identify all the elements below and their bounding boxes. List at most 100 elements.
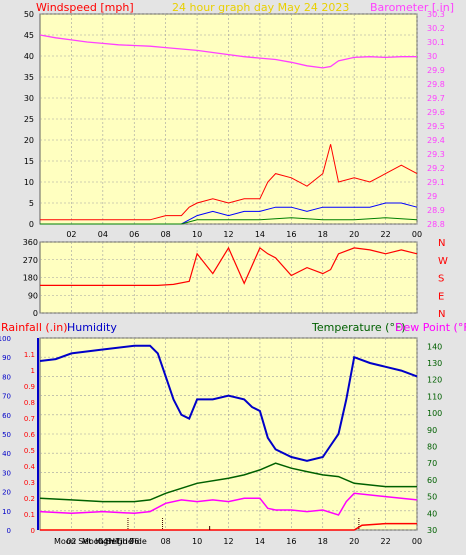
baro-tick-label: 28.9: [427, 206, 445, 215]
wind-tick-label: 45: [24, 31, 34, 40]
wind-tick-label: 15: [24, 157, 34, 166]
rain-tick-label: 1: [31, 367, 35, 375]
wind-direction-line: [40, 246, 418, 286]
rain-tick-label: 0.3: [24, 479, 35, 487]
baro-tick-label: 29.4: [427, 136, 445, 145]
time-tick-label: 02: [66, 230, 76, 239]
humidity-tick-label: 50: [2, 431, 11, 439]
humidity-tick-label: 20: [2, 489, 11, 497]
temperature-tick-label: 40: [427, 509, 437, 518]
time-tick-label: 16: [286, 537, 296, 546]
high-tide-label: High Tide: [95, 537, 133, 546]
rainfall-line: [40, 522, 417, 531]
rain-tick-label: 0.4: [24, 463, 36, 471]
wind-gust-line: [40, 144, 418, 221]
rain-tick-label: 0.9: [24, 383, 35, 391]
barometer-axis-label: Barometer [.in]: [370, 1, 454, 14]
rain-tick-label: 0.2: [24, 495, 35, 503]
wind-average-line: [40, 202, 418, 225]
temperature-tick-label: 140: [427, 342, 442, 351]
time-tick-label: 04: [98, 230, 108, 239]
time-tick-label: 16: [286, 230, 296, 239]
direction-tick-label: 270: [23, 256, 38, 265]
temperature-tick-label: 70: [427, 459, 437, 468]
rain-tick-label: 0.1: [24, 511, 35, 519]
humidity-tick-label: 10: [2, 508, 11, 516]
baro-tick-label: 29.6: [427, 108, 445, 117]
time-tick-label: 10: [192, 230, 202, 239]
humidity-tick-label: 40: [2, 450, 11, 458]
baro-tick-label: 29.8: [427, 80, 445, 89]
wind-tick-label: 5: [29, 199, 34, 208]
rainfall-axis-label: Rainfall (.in): [1, 321, 68, 334]
time-tick-label: 18: [318, 537, 328, 546]
baro-tick-label: 28.8: [427, 220, 445, 229]
series-lines: [37, 34, 418, 531]
baro-tick-label: 30.2: [427, 24, 445, 33]
time-tick-label: 18: [318, 230, 328, 239]
windspeed-axis-label: Windspeed [mph]: [36, 1, 134, 14]
direction-tick-label: 90: [28, 291, 38, 300]
humidity-tick-label: 100: [0, 335, 11, 343]
rain-tick-label: 0.6: [24, 431, 36, 439]
time-tick-label: 12: [223, 230, 233, 239]
baro-tick-label: 29.7: [427, 94, 445, 103]
baro-tick-label: 30: [427, 52, 437, 61]
time-tick-label: 00: [412, 230, 422, 239]
dewpoint-axis-label: Dew Point (°F): [395, 321, 466, 334]
time-tick-label: 10: [192, 537, 202, 546]
rain-tick-label: 0.5: [24, 447, 35, 455]
compass-label: E: [438, 291, 444, 302]
baro-tick-label: 29: [427, 192, 437, 201]
humidity-axis-label: Humidity: [67, 321, 117, 334]
wind-tick-label: 10: [24, 178, 34, 187]
humidity-tick-label: 70: [2, 393, 11, 401]
compass-label: N: [438, 238, 445, 249]
wind-tick-label: 35: [24, 73, 34, 82]
humidity-tick-label: 30: [2, 469, 11, 477]
baro-tick-label: 29.1: [427, 178, 445, 187]
time-tick-label: 12: [223, 537, 233, 546]
humidity-line: [39, 344, 418, 462]
time-tick-label: 06: [129, 230, 139, 239]
wind-tick-label: 40: [24, 52, 34, 61]
humidity-tick-label: 90: [2, 354, 11, 362]
wind-low-line: [40, 217, 418, 225]
time-tick-label: 06: [129, 537, 139, 546]
high-tide-label-2: High Tide: [109, 537, 147, 546]
baro-tick-label: 29.2: [427, 164, 445, 173]
barometer-line: [39, 34, 417, 69]
rain-tick-label: 0: [31, 527, 35, 535]
time-tick-label: 04: [98, 537, 108, 546]
rain-tick-label: 0.7: [24, 415, 35, 423]
temperature-axis-label: Temperature (°F): [311, 321, 406, 334]
direction-tick-label: 180: [23, 274, 38, 283]
wind-tick-label: 50: [24, 10, 34, 19]
temperature-tick-label: 130: [427, 359, 442, 368]
time-tick-label: 08: [161, 537, 171, 546]
moon-set-label-2: Moon Set: [82, 537, 119, 546]
wind-tick-label: 20: [24, 136, 34, 145]
baro-tick-label: 30.3: [427, 10, 445, 19]
rain-tick-label: 1.1: [24, 351, 35, 359]
time-tick-label: 14: [255, 230, 265, 239]
humidity-tick-label: 80: [2, 373, 11, 381]
baro-tick-label: 30.1: [427, 38, 445, 47]
rain-tick-label: 0.8: [24, 399, 35, 407]
humidity-tick-label: 0: [7, 527, 11, 535]
time-tick-label: 08: [161, 230, 171, 239]
tick-labels: 0510152025303540455028.828.92929.129.229…: [0, 10, 448, 546]
temperature-line: [39, 462, 417, 503]
wind-tick-label: 0: [29, 220, 34, 229]
time-tick-label: 14: [255, 537, 265, 546]
moon-set-label: Moon Set: [54, 537, 91, 546]
time-tick-label: 02: [66, 537, 76, 546]
temperature-tick-label: 110: [427, 392, 442, 401]
time-tick-label: 20: [349, 537, 359, 546]
wind-tick-label: 30: [24, 94, 34, 103]
time-tick-label: 22: [380, 537, 390, 546]
time-tick-label: 20: [349, 230, 359, 239]
compass-label: S: [438, 274, 444, 285]
temperature-tick-label: 60: [427, 476, 437, 485]
